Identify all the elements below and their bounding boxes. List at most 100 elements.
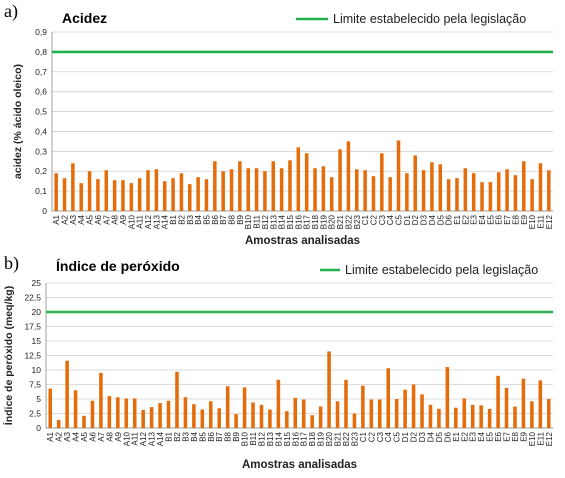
x-tick-label: B4 (194, 214, 203, 224)
x-tick-label: C5 (395, 214, 404, 225)
y-tick-label: 0,5 (35, 107, 47, 117)
y-tick-label: 0 (42, 206, 47, 216)
bar-E7 (505, 169, 509, 211)
bar-A2 (62, 178, 67, 211)
x-tick-label: E6 (495, 214, 504, 224)
x-tick-label: C2 (369, 214, 378, 225)
chart-panel-acidez: a) 0 0,1 0,2 0,3 0,4 0,5 0,6 0,7 0,8 0,9 A1 A2 A3 A4 A5… (4, 1, 554, 247)
x-tick-label: E3 (470, 214, 479, 224)
x-tick-label: A5 (80, 431, 89, 441)
x-tick-label: C4 (386, 214, 395, 225)
bar-B13 (271, 161, 276, 211)
bar-E2 (463, 168, 468, 211)
x-tick-label: E12 (545, 214, 554, 229)
x-tick-label: D4 (428, 214, 437, 225)
x-tick-label: E3 (469, 431, 478, 441)
bar-E12 (547, 399, 551, 428)
y-tick-label: 2,5 (29, 409, 41, 419)
bar-B22 (346, 141, 351, 211)
bar-D2 (411, 384, 416, 428)
x-tick-label: A14 (161, 214, 170, 229)
bar-E9 (522, 161, 526, 211)
bar-A4 (73, 390, 78, 428)
bar-E3 (470, 404, 475, 428)
x-tick-label: B8 (224, 431, 233, 441)
bar-A13 (154, 169, 159, 211)
x-tick-label: E6 (494, 431, 503, 441)
bar-E1 (454, 407, 458, 428)
y-tick-label: 17,5 (24, 322, 41, 332)
bar-E1 (455, 178, 459, 211)
x-tick-label: B13 (269, 214, 278, 229)
x-tick-label: E1 (453, 214, 462, 224)
bar-A14 (158, 403, 162, 428)
bar-B10 (242, 387, 247, 428)
bar-D5 (438, 164, 443, 211)
x-tick-label: A8 (105, 431, 114, 441)
x-tick-label: E7 (503, 431, 512, 441)
y-tick-label: 0,2 (35, 166, 47, 176)
x-tick-label: E7 (503, 214, 512, 224)
bar-A3 (65, 360, 69, 428)
bar-B18 (310, 415, 314, 428)
legend-label: Limite estabelecido pela legislação (333, 12, 526, 26)
bar-E6 (496, 172, 501, 211)
x-tick-label: A2 (55, 431, 64, 441)
x-tick-label: A10 (127, 214, 136, 229)
bar-B11 (251, 402, 255, 428)
x-axis-label: Amostras analisadas (245, 235, 360, 247)
bar-D5 (437, 408, 441, 428)
bar-B20 (327, 351, 331, 428)
bar-C1 (361, 385, 365, 428)
bar-E10 (530, 401, 534, 428)
bar-A6 (96, 179, 100, 211)
x-tick-label: A7 (97, 431, 106, 441)
x-tick-label: A2 (61, 214, 70, 224)
y-tick-label: 20 (32, 307, 42, 317)
x-tick-label: A3 (63, 431, 72, 441)
y-tick-label: 25 (32, 278, 42, 288)
bar-A10 (129, 183, 134, 211)
x-tick-label: B5 (202, 214, 211, 224)
chart-title: Acidez (62, 10, 107, 26)
y-tick-label: 15 (32, 336, 42, 346)
x-tick-label: A5 (86, 214, 95, 224)
bar-B16 (293, 397, 298, 428)
x-tick-label: E8 (511, 431, 520, 441)
bar-B8 (229, 169, 234, 211)
bar-A12 (141, 410, 145, 428)
y-tick-label: 0,6 (35, 87, 47, 97)
x-tick-label: B11 (253, 214, 262, 228)
x-tick-label: B17 (300, 431, 309, 446)
bar-B7 (217, 408, 221, 428)
x-tick-label: A10 (122, 431, 131, 446)
bar-A12 (146, 170, 150, 211)
bar-B9 (234, 414, 238, 428)
bar-B9 (238, 161, 242, 211)
x-tick-label: C1 (359, 431, 368, 442)
bar-E3 (471, 173, 476, 211)
bar-B1 (171, 178, 175, 211)
x-tick-label: C1 (361, 214, 370, 225)
bar-D4 (430, 162, 434, 211)
x-tick-label: C3 (378, 214, 387, 225)
bar-A9 (121, 180, 125, 211)
x-tick-label: E5 (486, 431, 495, 441)
x-tick-label: A6 (94, 214, 103, 224)
bar-A6 (90, 400, 95, 428)
x-tick-label: D4 (426, 431, 435, 442)
x-tick-label: B7 (215, 431, 224, 441)
x-tick-label: B12 (257, 431, 266, 446)
x-tick-label: B11 (249, 431, 258, 445)
legend-label: Limite estabelecido pela legislação (345, 263, 538, 277)
bar-B4 (192, 404, 196, 428)
bar-E9 (521, 378, 526, 428)
x-tick-label: B21 (334, 431, 343, 446)
bar-D6 (445, 367, 450, 428)
x-tick-label: A8 (111, 214, 120, 224)
x-tick-label: B15 (286, 214, 295, 229)
x-tick-label: A4 (72, 431, 81, 441)
x-tick-label: A11 (136, 214, 145, 228)
x-tick-label: A7 (102, 214, 111, 224)
